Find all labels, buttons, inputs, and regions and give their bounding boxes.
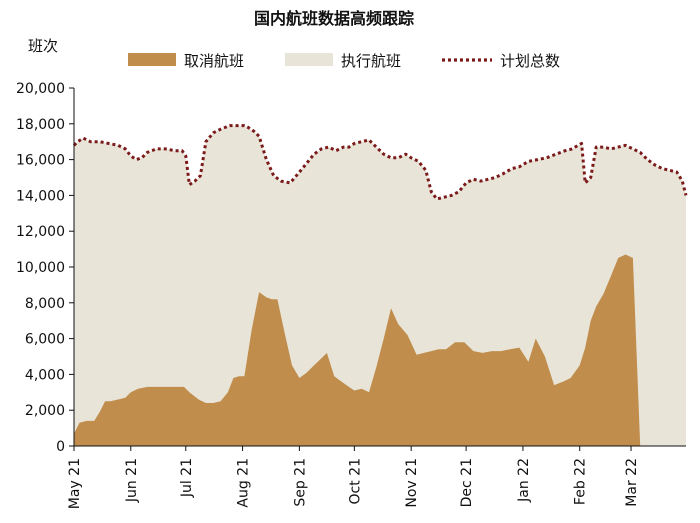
y-tick-label: 14,000 [16, 188, 65, 204]
legend-label-cancelled: 取消航班 [184, 52, 244, 70]
x-tick-label: Dec 21 [459, 458, 475, 507]
total-planned-line [72, 124, 688, 201]
y-tick-label: 18,000 [16, 117, 65, 133]
y-tick-label: 2,000 [25, 403, 65, 419]
y-tick-label: 4,000 [25, 367, 65, 383]
y-tick-label: 6,000 [25, 332, 65, 348]
chart-title: 国内航班数据高频跟踪 [254, 9, 414, 28]
x-axis: May 21 Jun 21 Jul 21 Aug 21 Sep 21 Oct 21 Nov … [67, 445, 686, 509]
x-tick-label: Oct 21 [347, 458, 363, 504]
x-tick-label: Jun 21 [124, 458, 140, 503]
y-tick-label: 8,000 [25, 296, 65, 312]
legend: 取消航班 执行航班 计划总数 [128, 52, 560, 70]
y-tick-label: 20,000 [16, 81, 65, 97]
x-tick-label: Aug 21 [236, 458, 252, 508]
y-axis-label: 班次 [28, 37, 58, 55]
legend-label-total: 计划总数 [500, 52, 560, 70]
x-tick-label: Jul 21 [179, 458, 195, 498]
y-tick-label: 0 [56, 439, 65, 455]
x-tick-label: Mar 22 [624, 458, 640, 507]
x-tick-label: May 21 [67, 458, 83, 509]
legend-swatch-executed [285, 53, 333, 66]
legend-label-executed: 执行航班 [341, 52, 401, 70]
legend-swatch-cancelled [128, 53, 176, 66]
x-tick-label: Feb 22 [573, 458, 589, 505]
plot-area [72, 124, 688, 446]
x-tick-label: Jan 22 [516, 458, 532, 503]
y-tick-label: 16,000 [16, 153, 65, 169]
y-axis: 0 2,000 4,000 6,000 8,000 10,000 12,000 14,000 1… [16, 81, 75, 455]
x-tick-label: Sep 21 [292, 458, 308, 507]
x-tick-label: Nov 21 [404, 458, 420, 508]
cancelled-flights-area [74, 254, 686, 446]
y-tick-label: 10,000 [16, 260, 65, 276]
y-tick-label: 12,000 [16, 224, 65, 240]
